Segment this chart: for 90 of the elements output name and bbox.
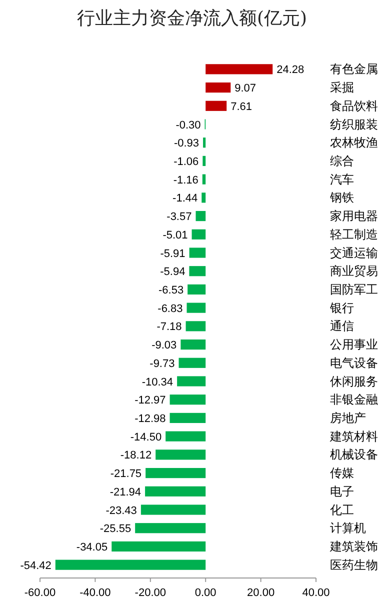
data-label: -54.42 bbox=[20, 560, 52, 572]
y-tick-label: 房地产 bbox=[330, 410, 366, 425]
y-tick-label: 纺织服装 bbox=[330, 117, 378, 132]
data-label: -1.44 bbox=[172, 192, 198, 205]
bar bbox=[156, 450, 206, 460]
chart-title: 行业主力资金净流入额(亿元) bbox=[76, 8, 308, 29]
bar bbox=[196, 210, 206, 222]
x-tick-label: -20.00 bbox=[134, 587, 166, 599]
y-tick-label: 国防军工 bbox=[330, 282, 378, 296]
bar bbox=[189, 266, 206, 276]
data-label: -12.97 bbox=[134, 394, 166, 407]
y-tick-label: 计算机 bbox=[330, 521, 366, 536]
bar bbox=[180, 339, 206, 350]
data-label: 7.61 bbox=[230, 100, 252, 113]
x-tick-label: -60.00 bbox=[24, 587, 56, 599]
bar bbox=[146, 468, 206, 478]
data-label: -25.55 bbox=[100, 523, 132, 536]
y-tick-label: 休闲服务 bbox=[330, 374, 378, 388]
y-tick-label: 电子 bbox=[330, 484, 354, 498]
bar bbox=[140, 504, 206, 515]
data-label: -1.16 bbox=[173, 174, 198, 186]
data-label: -0.30 bbox=[176, 119, 201, 132]
y-tick-label: 交通运输 bbox=[330, 246, 378, 260]
y-tick-label: 电气设备 bbox=[330, 356, 378, 370]
data-label: -9.73 bbox=[150, 358, 175, 370]
bar bbox=[135, 523, 206, 534]
data-label: -18.12 bbox=[120, 450, 152, 462]
data-label: -34.05 bbox=[76, 541, 108, 554]
bar bbox=[186, 321, 206, 332]
bar bbox=[145, 486, 206, 496]
data-label: -23.43 bbox=[106, 504, 137, 517]
bar bbox=[206, 64, 273, 74]
data-label: -9.03 bbox=[152, 340, 177, 352]
y-tick-label: 银行 bbox=[329, 300, 354, 315]
bar bbox=[186, 302, 206, 313]
y-tick-label: 医药生物 bbox=[330, 558, 378, 572]
bar bbox=[202, 156, 206, 166]
y-tick-label: 建筑材料 bbox=[329, 429, 378, 444]
bar bbox=[170, 412, 206, 424]
data-label: -7.18 bbox=[156, 321, 182, 334]
data-label: -3.57 bbox=[166, 211, 192, 224]
bar bbox=[188, 284, 206, 295]
data-label: -6.83 bbox=[158, 302, 183, 315]
data-label: -5.01 bbox=[162, 229, 188, 242]
bar bbox=[55, 560, 206, 570]
y-tick-label: 建筑装饰 bbox=[329, 539, 378, 554]
y-tick-label: 食品饮料 bbox=[330, 98, 378, 113]
data-label: 24.28 bbox=[276, 64, 304, 76]
data-label: -21.75 bbox=[110, 468, 142, 480]
data-label: -1.06 bbox=[174, 156, 199, 168]
data-label: -12.98 bbox=[134, 412, 166, 425]
bar bbox=[202, 174, 206, 184]
y-tick-label: 汽车 bbox=[330, 172, 354, 186]
bar bbox=[192, 229, 206, 240]
bar bbox=[203, 138, 206, 148]
data-label: -0.93 bbox=[174, 138, 200, 150]
bar bbox=[206, 100, 227, 111]
data-label: -5.91 bbox=[160, 248, 186, 260]
y-tick-label: 家用电器 bbox=[330, 209, 378, 224]
y-tick-label: 传媒 bbox=[330, 466, 354, 480]
bar bbox=[112, 541, 206, 552]
y-tick-label: 非银金融 bbox=[330, 392, 378, 407]
bar bbox=[189, 248, 206, 258]
y-tick-label: 公用事业 bbox=[330, 338, 378, 352]
y-tick-label: 钢铁 bbox=[329, 190, 354, 205]
bar bbox=[170, 394, 206, 405]
y-tick-label: 农林牧渔 bbox=[330, 136, 378, 150]
x-tick-label: 0.00 bbox=[194, 587, 216, 599]
bar bbox=[166, 431, 206, 442]
y-tick-label: 通信 bbox=[330, 319, 354, 334]
y-tick-label: 有色金属 bbox=[330, 62, 378, 76]
y-tick-label: 机械设备 bbox=[330, 448, 378, 462]
y-tick-label: 化工 bbox=[330, 502, 354, 517]
y-tick-label: 综合 bbox=[330, 154, 354, 168]
bar bbox=[177, 376, 206, 386]
y-tick-label: 商业贸易 bbox=[330, 264, 378, 278]
data-label: -14.50 bbox=[130, 431, 162, 444]
bar bbox=[202, 192, 206, 203]
x-tick-label: 40.00 bbox=[302, 587, 330, 599]
data-label: -21.94 bbox=[110, 486, 142, 498]
data-label: -6.53 bbox=[158, 284, 184, 296]
bar bbox=[206, 82, 231, 93]
x-tick-label: 20.00 bbox=[247, 587, 275, 599]
data-label: 9.07 bbox=[234, 82, 256, 95]
data-label: -5.94 bbox=[160, 266, 186, 278]
bar bbox=[178, 358, 206, 368]
data-label: -10.34 bbox=[142, 376, 174, 388]
x-tick-label: -40.00 bbox=[80, 587, 111, 599]
y-tick-label: 轻工制造 bbox=[330, 227, 378, 242]
y-tick-label: 采掘 bbox=[330, 80, 354, 95]
